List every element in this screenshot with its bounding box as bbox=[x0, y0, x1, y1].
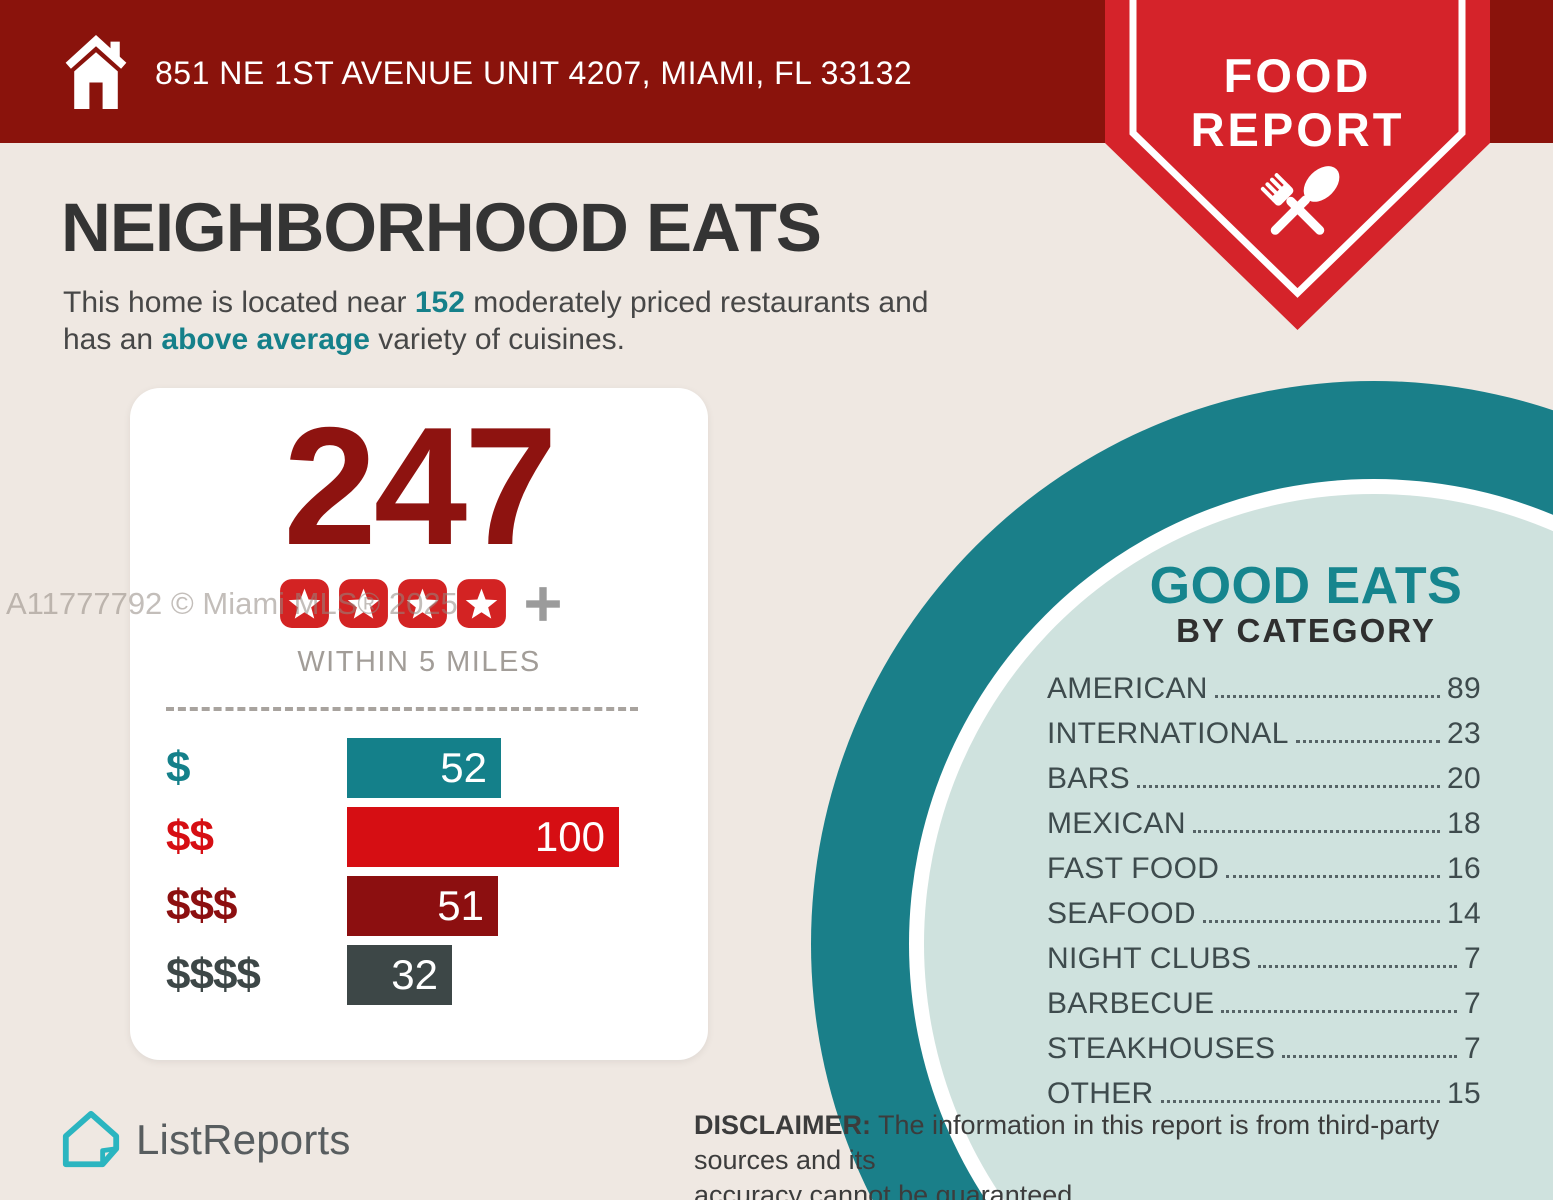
category-label: NIGHT CLUBS bbox=[1047, 942, 1252, 975]
category-value: 7 bbox=[1464, 987, 1481, 1020]
dotted-leader bbox=[1282, 1055, 1457, 1058]
disclaimer-line1: The information in this report is from t… bbox=[694, 1110, 1440, 1175]
dotted-leader bbox=[1192, 830, 1441, 833]
category-row: OTHER 15 bbox=[1047, 1077, 1481, 1111]
good-eats-title: GOOD EATS bbox=[1149, 557, 1463, 615]
category-value: 14 bbox=[1447, 897, 1481, 930]
listreports-house-icon bbox=[62, 1110, 120, 1168]
dotted-leader bbox=[1160, 1100, 1441, 1103]
disclaimer-text: DISCLAIMER: The information in this repo… bbox=[694, 1108, 1524, 1200]
category-value: 7 bbox=[1464, 1032, 1481, 1065]
listreports-wordmark: ListReports bbox=[136, 1116, 351, 1163]
bar-label: $$$ bbox=[166, 881, 237, 930]
rating-stars-row bbox=[130, 578, 708, 629]
mls-watermark: A11777792 © Miami MLS® 2025 bbox=[6, 586, 458, 621]
dotted-leader bbox=[1295, 740, 1441, 743]
bar-row-price-2: $$ 100 bbox=[166, 807, 672, 867]
bar-value: 52 bbox=[440, 744, 487, 791]
restaurant-stats-card: 247 WITHIN 5 MILES $ bbox=[130, 388, 708, 1060]
category-row: INTERNATIONAL 23 bbox=[1047, 717, 1481, 751]
page-title: NEIGHBORHOOD EATS bbox=[61, 189, 822, 266]
disclaimer-label: DISCLAIMER: bbox=[694, 1110, 871, 1140]
category-row: BARBECUE 7 bbox=[1047, 987, 1481, 1021]
category-row: SEAFOOD 14 bbox=[1047, 897, 1481, 931]
bar: 51 bbox=[347, 876, 498, 936]
rating-star-icon bbox=[280, 579, 329, 628]
dotted-leader bbox=[1226, 875, 1441, 878]
spoon-fork-icon bbox=[1260, 166, 1340, 235]
restaurant-count-highlight: 152 bbox=[414, 286, 465, 319]
bar-value: 32 bbox=[391, 951, 438, 998]
category-label: MEXICAN bbox=[1047, 807, 1186, 840]
category-value: 23 bbox=[1447, 717, 1481, 750]
property-address: 851 NE 1ST AVENUE UNIT 4207, MIAMI, FL 3… bbox=[155, 55, 913, 91]
bar: 100 bbox=[347, 807, 619, 867]
good-eats-subtitle: BY CATEGORY bbox=[1176, 612, 1436, 649]
dotted-leader bbox=[1258, 965, 1457, 968]
rating-star-icon bbox=[457, 579, 506, 628]
category-row: STEAKHOUSES 7 bbox=[1047, 1032, 1481, 1066]
bar-value: 100 bbox=[534, 813, 605, 860]
listreports-logo: ListReports bbox=[60, 1108, 351, 1172]
dotted-leader bbox=[1202, 920, 1441, 923]
bar-row-price-3: $$$ 51 bbox=[166, 876, 672, 936]
variety-highlight: above average bbox=[161, 323, 370, 356]
badge-ribbon-shape bbox=[1105, 0, 1490, 330]
category-label: AMERICAN bbox=[1047, 672, 1208, 705]
dotted-leader bbox=[1136, 785, 1441, 788]
intro-text: This home is located near 152 moderately… bbox=[63, 284, 1123, 358]
category-label: OTHER bbox=[1047, 1077, 1154, 1110]
category-value: 7 bbox=[1464, 942, 1481, 975]
category-label: INTERNATIONAL bbox=[1047, 717, 1289, 750]
intro-line1-pre: This home is located near bbox=[63, 286, 415, 319]
category-value: 16 bbox=[1447, 852, 1481, 885]
rating-star-icon bbox=[398, 579, 447, 628]
bar: 52 bbox=[347, 738, 501, 798]
food-report-badge: FOOD REPORT bbox=[1105, 0, 1490, 330]
category-label: BARS bbox=[1047, 762, 1130, 795]
plus-icon bbox=[526, 586, 560, 621]
badge-line1: FOOD bbox=[1224, 49, 1372, 102]
radius-caption: WITHIN 5 MILES bbox=[297, 646, 541, 678]
disclaimer-line2: accuracy cannot be guaranteed. bbox=[694, 1180, 1080, 1200]
bar-label: $ bbox=[166, 743, 191, 792]
category-value: 20 bbox=[1447, 762, 1481, 795]
category-label: SEAFOOD bbox=[1047, 897, 1196, 930]
category-row: FAST FOOD 16 bbox=[1047, 852, 1481, 886]
price-tier-bar-chart: $ 52 $$ 100 $$$ 51 $$$$ 32 bbox=[166, 738, 672, 1014]
bar-label: $$$$ bbox=[166, 950, 261, 999]
intro-line1-post: moderately priced restaurants and bbox=[464, 286, 929, 319]
category-label: FAST FOOD bbox=[1047, 852, 1220, 885]
intro-line2-pre: has an bbox=[63, 323, 162, 356]
bar-row-price-4: $$$$ 32 bbox=[166, 945, 672, 1005]
restaurant-count: 247 bbox=[283, 392, 557, 580]
bar-label: $$ bbox=[166, 812, 214, 861]
category-row: BARS 20 bbox=[1047, 762, 1481, 796]
bar-row-price-1: $ 52 bbox=[166, 738, 672, 798]
category-row: AMERICAN 89 bbox=[1047, 672, 1481, 706]
category-label: STEAKHOUSES bbox=[1047, 1032, 1276, 1065]
category-value: 15 bbox=[1447, 1077, 1481, 1110]
rating-star-icon bbox=[339, 579, 388, 628]
bar: 32 bbox=[347, 945, 452, 1005]
category-value: 89 bbox=[1447, 672, 1481, 705]
home-icon bbox=[65, 35, 127, 109]
dashed-divider bbox=[166, 707, 638, 711]
dotted-leader bbox=[1214, 695, 1441, 698]
category-value: 18 bbox=[1447, 807, 1481, 840]
category-row: NIGHT CLUBS 7 bbox=[1047, 942, 1481, 976]
good-eats-category-list: AMERICAN 89 INTERNATIONAL 23 BARS 20 MEXICA… bbox=[1047, 672, 1481, 1122]
category-row: MEXICAN 18 bbox=[1047, 807, 1481, 841]
badge-line2: REPORT bbox=[1191, 103, 1405, 156]
bar-value: 51 bbox=[437, 882, 484, 929]
category-label: BARBECUE bbox=[1047, 987, 1215, 1020]
intro-line2-post: variety of cuisines. bbox=[369, 323, 625, 356]
dotted-leader bbox=[1221, 1010, 1457, 1013]
